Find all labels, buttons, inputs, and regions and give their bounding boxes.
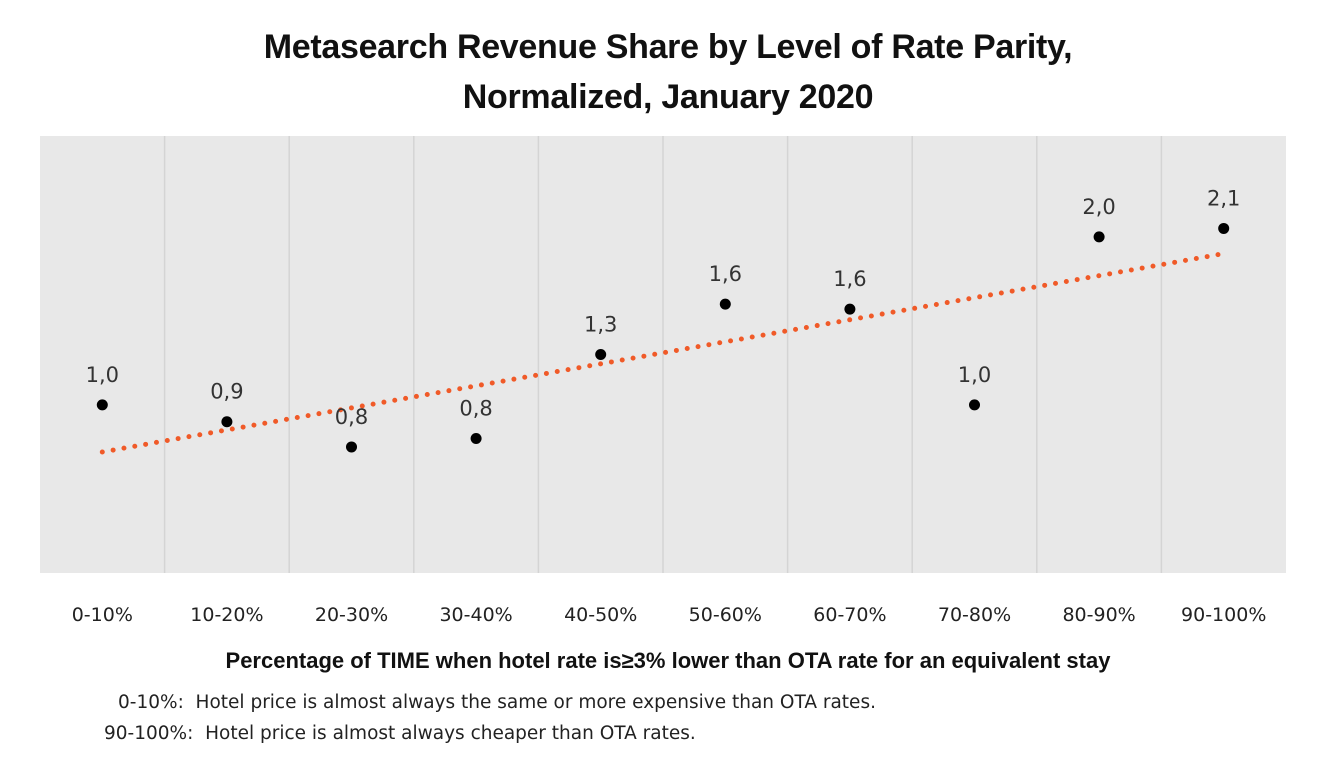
data-point [96, 399, 108, 411]
x-tick-label: 10-20% [190, 604, 263, 626]
data-label: 1,0 [958, 363, 991, 387]
x-axis-label: Percentage of TIME when hotel rate is≥3%… [225, 648, 1111, 673]
data-label: 1,0 [86, 363, 119, 387]
x-tick-label: 40-50% [564, 604, 637, 626]
chart-title: Metasearch Revenue Share by Level of Rat… [0, 22, 1336, 122]
x-tick-label: 20-30% [315, 604, 388, 626]
data-point [470, 433, 482, 445]
data-label: 0,9 [210, 380, 243, 404]
data-label: 1,3 [584, 313, 617, 337]
chart-title-line1: Metasearch Revenue Share by Level of Rat… [263, 28, 1073, 66]
data-label: 2,1 [1207, 186, 1240, 210]
data-point [595, 349, 607, 360]
data-point [1218, 222, 1230, 234]
x-tick-label: 30-40% [439, 604, 512, 626]
x-tick-label: 90-100% [1181, 604, 1266, 626]
data-point [719, 298, 731, 310]
data-point [844, 303, 856, 315]
data-label: 1,6 [833, 267, 866, 291]
data-label: 0,8 [459, 397, 492, 421]
x-tick-label: 50-60% [689, 604, 762, 626]
note-high-parity: 90-100%: Hotel price is almost always ch… [104, 723, 696, 744]
data-point [1093, 231, 1105, 243]
data-label: 2,0 [1082, 195, 1115, 219]
data-point [346, 441, 357, 453]
x-tick-label: 0-10% [72, 604, 133, 626]
data-point [221, 416, 233, 428]
x-tick-label: 80-90% [1062, 604, 1135, 626]
x-tick-label: 70-80% [938, 604, 1011, 626]
data-point [969, 399, 980, 411]
data-label: 1,6 [709, 262, 742, 286]
chart-title-line2: Normalized, January 2020 [462, 78, 874, 116]
x-tick-label: 60-70% [813, 604, 886, 626]
note-low-parity: 0-10%: Hotel price is almost always the … [118, 692, 876, 713]
data-label: 0,8 [335, 405, 368, 429]
